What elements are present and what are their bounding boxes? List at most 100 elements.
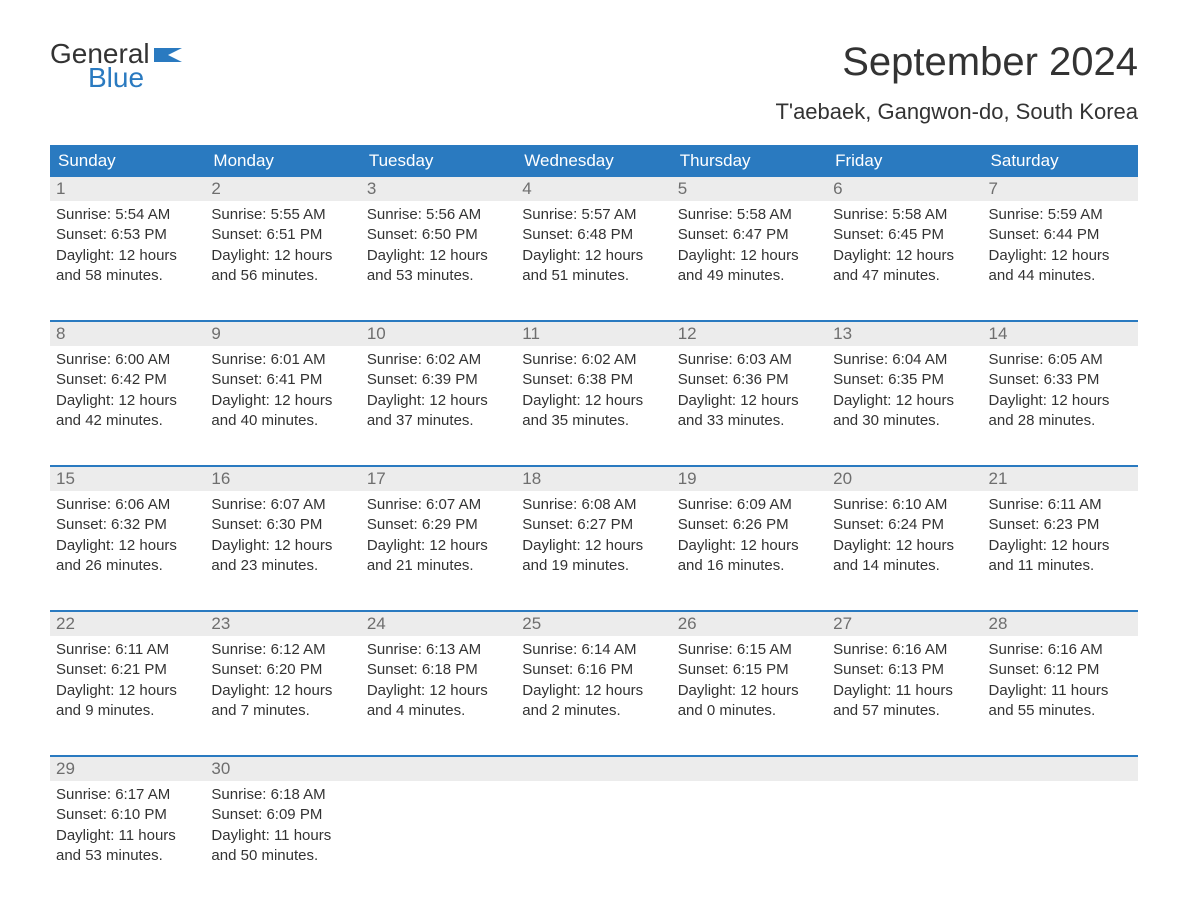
- day-cell: Sunrise: 5:58 AMSunset: 6:45 PMDaylight:…: [827, 201, 982, 302]
- day-number: 22: [50, 612, 205, 636]
- day-cell: Sunrise: 6:04 AMSunset: 6:35 PMDaylight:…: [827, 346, 982, 447]
- day-cell: [983, 781, 1138, 882]
- day-cell: Sunrise: 6:16 AMSunset: 6:13 PMDaylight:…: [827, 636, 982, 737]
- day-number: 17: [361, 467, 516, 491]
- day-cell: Sunrise: 6:03 AMSunset: 6:36 PMDaylight:…: [672, 346, 827, 447]
- daynum-row: 891011121314: [50, 322, 1138, 346]
- daylight-text-2: and 50 minutes.: [211, 846, 354, 866]
- sunset-text: Sunset: 6:21 PM: [56, 660, 199, 680]
- daylight-text-1: Daylight: 12 hours: [678, 391, 821, 411]
- day-number: 12: [672, 322, 827, 346]
- daylight-text-2: and 30 minutes.: [833, 411, 976, 431]
- daylight-text-1: Daylight: 12 hours: [211, 681, 354, 701]
- sunrise-text: Sunrise: 5:57 AM: [522, 205, 665, 225]
- day-cell: Sunrise: 5:55 AMSunset: 6:51 PMDaylight:…: [205, 201, 360, 302]
- sunrise-text: Sunrise: 6:00 AM: [56, 350, 199, 370]
- brand-logo: General Blue: [50, 40, 188, 92]
- sunset-text: Sunset: 6:27 PM: [522, 515, 665, 535]
- sunrise-text: Sunrise: 5:55 AM: [211, 205, 354, 225]
- day-cell: Sunrise: 5:57 AMSunset: 6:48 PMDaylight:…: [516, 201, 671, 302]
- dayname: Thursday: [672, 145, 827, 177]
- daylight-text-1: Daylight: 11 hours: [833, 681, 976, 701]
- sunrise-text: Sunrise: 6:06 AM: [56, 495, 199, 515]
- daylight-text-2: and 56 minutes.: [211, 266, 354, 286]
- daylight-text-2: and 9 minutes.: [56, 701, 199, 721]
- daylight-text-2: and 21 minutes.: [367, 556, 510, 576]
- day-cell: Sunrise: 6:07 AMSunset: 6:29 PMDaylight:…: [361, 491, 516, 592]
- day-cell: Sunrise: 6:17 AMSunset: 6:10 PMDaylight:…: [50, 781, 205, 882]
- calendar-week: 891011121314 Sunrise: 6:00 AMSunset: 6:42…: [50, 320, 1138, 447]
- daybody-row: Sunrise: 6:17 AMSunset: 6:10 PMDaylight:…: [50, 781, 1138, 882]
- sunset-text: Sunset: 6:35 PM: [833, 370, 976, 390]
- sunrise-text: Sunrise: 6:01 AM: [211, 350, 354, 370]
- day-number: 20: [827, 467, 982, 491]
- daylight-text-1: Daylight: 12 hours: [367, 681, 510, 701]
- daylight-text-1: Daylight: 12 hours: [56, 536, 199, 556]
- day-cell: Sunrise: 6:11 AMSunset: 6:23 PMDaylight:…: [983, 491, 1138, 592]
- calendar: Sunday Monday Tuesday Wednesday Thursday…: [50, 145, 1138, 882]
- daylight-text-2: and 47 minutes.: [833, 266, 976, 286]
- daylight-text-2: and 2 minutes.: [522, 701, 665, 721]
- day-number: 18: [516, 467, 671, 491]
- day-number: 3: [361, 177, 516, 201]
- daylight-text-2: and 19 minutes.: [522, 556, 665, 576]
- day-number: 16: [205, 467, 360, 491]
- daylight-text-2: and 57 minutes.: [833, 701, 976, 721]
- sunset-text: Sunset: 6:50 PM: [367, 225, 510, 245]
- brand-word-2: Blue: [88, 64, 188, 92]
- daylight-text-1: Daylight: 12 hours: [833, 246, 976, 266]
- daylight-text-1: Daylight: 12 hours: [367, 246, 510, 266]
- daylight-text-2: and 44 minutes.: [989, 266, 1132, 286]
- day-number: 26: [672, 612, 827, 636]
- sunset-text: Sunset: 6:42 PM: [56, 370, 199, 390]
- daylight-text-2: and 49 minutes.: [678, 266, 821, 286]
- day-cell: Sunrise: 6:05 AMSunset: 6:33 PMDaylight:…: [983, 346, 1138, 447]
- sunrise-text: Sunrise: 6:02 AM: [522, 350, 665, 370]
- sunrise-text: Sunrise: 6:02 AM: [367, 350, 510, 370]
- day-number: [672, 757, 827, 781]
- dayname: Tuesday: [361, 145, 516, 177]
- daylight-text-1: Daylight: 12 hours: [989, 246, 1132, 266]
- daylight-text-1: Daylight: 12 hours: [989, 391, 1132, 411]
- sunrise-text: Sunrise: 6:09 AM: [678, 495, 821, 515]
- day-cell: Sunrise: 6:09 AMSunset: 6:26 PMDaylight:…: [672, 491, 827, 592]
- sunrise-text: Sunrise: 6:08 AM: [522, 495, 665, 515]
- day-number: 19: [672, 467, 827, 491]
- daylight-text-2: and 16 minutes.: [678, 556, 821, 576]
- sunrise-text: Sunrise: 5:54 AM: [56, 205, 199, 225]
- sunset-text: Sunset: 6:44 PM: [989, 225, 1132, 245]
- daylight-text-1: Daylight: 12 hours: [678, 246, 821, 266]
- flag-icon: [154, 42, 188, 66]
- day-cell: Sunrise: 6:16 AMSunset: 6:12 PMDaylight:…: [983, 636, 1138, 737]
- sunrise-text: Sunrise: 6:13 AM: [367, 640, 510, 660]
- daylight-text-2: and 42 minutes.: [56, 411, 199, 431]
- daylight-text-1: Daylight: 12 hours: [367, 391, 510, 411]
- day-cell: Sunrise: 6:12 AMSunset: 6:20 PMDaylight:…: [205, 636, 360, 737]
- sunrise-text: Sunrise: 6:03 AM: [678, 350, 821, 370]
- sunrise-text: Sunrise: 6:15 AM: [678, 640, 821, 660]
- dayname: Monday: [205, 145, 360, 177]
- sunrise-text: Sunrise: 5:58 AM: [833, 205, 976, 225]
- sunrise-text: Sunrise: 6:16 AM: [833, 640, 976, 660]
- day-cell: [827, 781, 982, 882]
- day-number: 15: [50, 467, 205, 491]
- day-number: 28: [983, 612, 1138, 636]
- daylight-text-2: and 26 minutes.: [56, 556, 199, 576]
- sunrise-text: Sunrise: 6:18 AM: [211, 785, 354, 805]
- sunset-text: Sunset: 6:24 PM: [833, 515, 976, 535]
- daylight-text-2: and 23 minutes.: [211, 556, 354, 576]
- daylight-text-2: and 28 minutes.: [989, 411, 1132, 431]
- sunset-text: Sunset: 6:20 PM: [211, 660, 354, 680]
- sunset-text: Sunset: 6:32 PM: [56, 515, 199, 535]
- day-cell: Sunrise: 6:15 AMSunset: 6:15 PMDaylight:…: [672, 636, 827, 737]
- day-cell: Sunrise: 6:13 AMSunset: 6:18 PMDaylight:…: [361, 636, 516, 737]
- sunset-text: Sunset: 6:53 PM: [56, 225, 199, 245]
- daylight-text-2: and 58 minutes.: [56, 266, 199, 286]
- sunset-text: Sunset: 6:13 PM: [833, 660, 976, 680]
- daylight-text-1: Daylight: 12 hours: [678, 681, 821, 701]
- sunset-text: Sunset: 6:41 PM: [211, 370, 354, 390]
- daynum-row: 15161718192021: [50, 467, 1138, 491]
- calendar-week: 2930 Sunrise: 6:17 AMSunset: 6:10 PMDayl…: [50, 755, 1138, 882]
- sunrise-text: Sunrise: 6:10 AM: [833, 495, 976, 515]
- daylight-text-1: Daylight: 12 hours: [833, 391, 976, 411]
